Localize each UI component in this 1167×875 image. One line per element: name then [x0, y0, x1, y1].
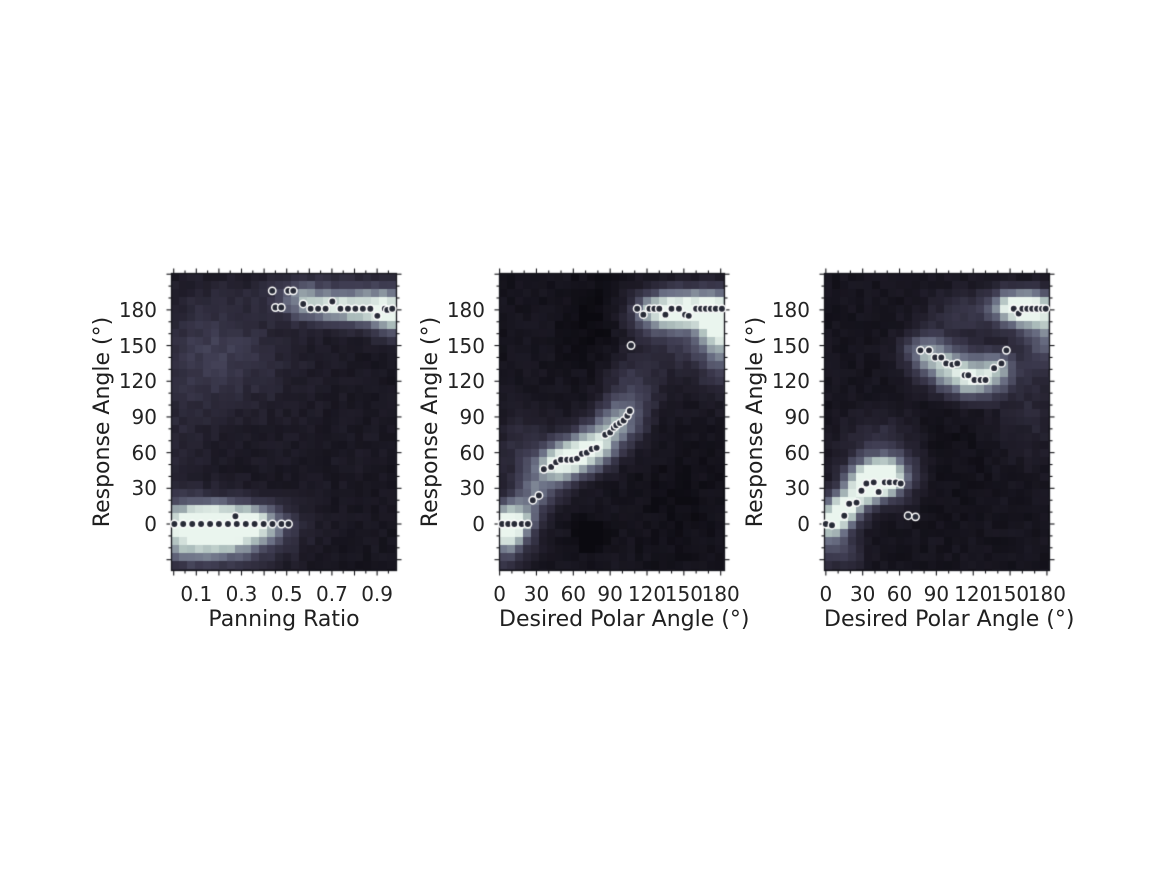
x-tick-label: 90 [923, 582, 950, 606]
y-tick-label: 180 [771, 297, 810, 322]
x-tick-label: 0 [493, 582, 506, 606]
y-tick-label: 0 [472, 512, 485, 536]
y-tick-label: 30 [459, 476, 485, 501]
y-tick-label: 60 [459, 440, 485, 465]
x-tick-label: 180 [701, 582, 740, 606]
x-tick-label: 120 [627, 582, 667, 606]
y-tick-label: 150 [771, 333, 810, 358]
x-axis-title: Desired Polar Angle (°) [499, 607, 750, 632]
heatmap-scatter-canvas [487, 261, 737, 583]
x-tick-label: 0.7 [316, 582, 348, 606]
y-tick-label: 150 [118, 333, 157, 358]
x-tick-label: 60 [560, 582, 587, 606]
x-tick-label: 60 [886, 582, 913, 606]
y-tick-label: 120 [771, 369, 810, 394]
x-tick-label: 0.5 [270, 582, 303, 606]
x-tick-label: 30 [523, 582, 550, 606]
x-tick-label: 0.3 [225, 582, 258, 606]
x-tick-label: 120 [954, 582, 993, 606]
x-tick-label: 180 [1027, 582, 1067, 606]
x-tick-label: 0.9 [361, 582, 394, 606]
y-tick-label: 60 [131, 440, 157, 465]
y-tick-label: 0 [144, 512, 157, 536]
heatmap-scatter-canvas [159, 261, 409, 583]
y-tick-label: 150 [446, 333, 485, 358]
y-tick-label: 0 [797, 512, 810, 536]
x-tick-label: 0 [819, 582, 833, 606]
y-tick-label: 30 [131, 476, 157, 501]
x-tick-label: 30 [849, 582, 876, 606]
y-tick-label: 120 [118, 369, 157, 394]
y-tick-label: 30 [784, 476, 810, 501]
y-tick-label: 180 [446, 297, 485, 322]
x-tick-label: 0.1 [180, 582, 213, 606]
x-tick-label: 150 [664, 582, 703, 606]
x-axis-title: Desired Polar Angle (°) [824, 607, 1075, 632]
x-axis-title: Panning Ratio [208, 607, 360, 632]
x-tick-label: 150 [990, 582, 1030, 606]
y-tick-label: 60 [784, 440, 810, 465]
heatmap-scatter-canvas [812, 261, 1062, 583]
y-tick-label: 90 [459, 404, 485, 429]
y-tick-label: 90 [784, 404, 810, 429]
y-tick-label: 90 [131, 404, 157, 429]
y-tick-label: 120 [446, 369, 485, 394]
y-tick-label: 180 [118, 297, 157, 322]
x-tick-label: 90 [597, 582, 623, 606]
